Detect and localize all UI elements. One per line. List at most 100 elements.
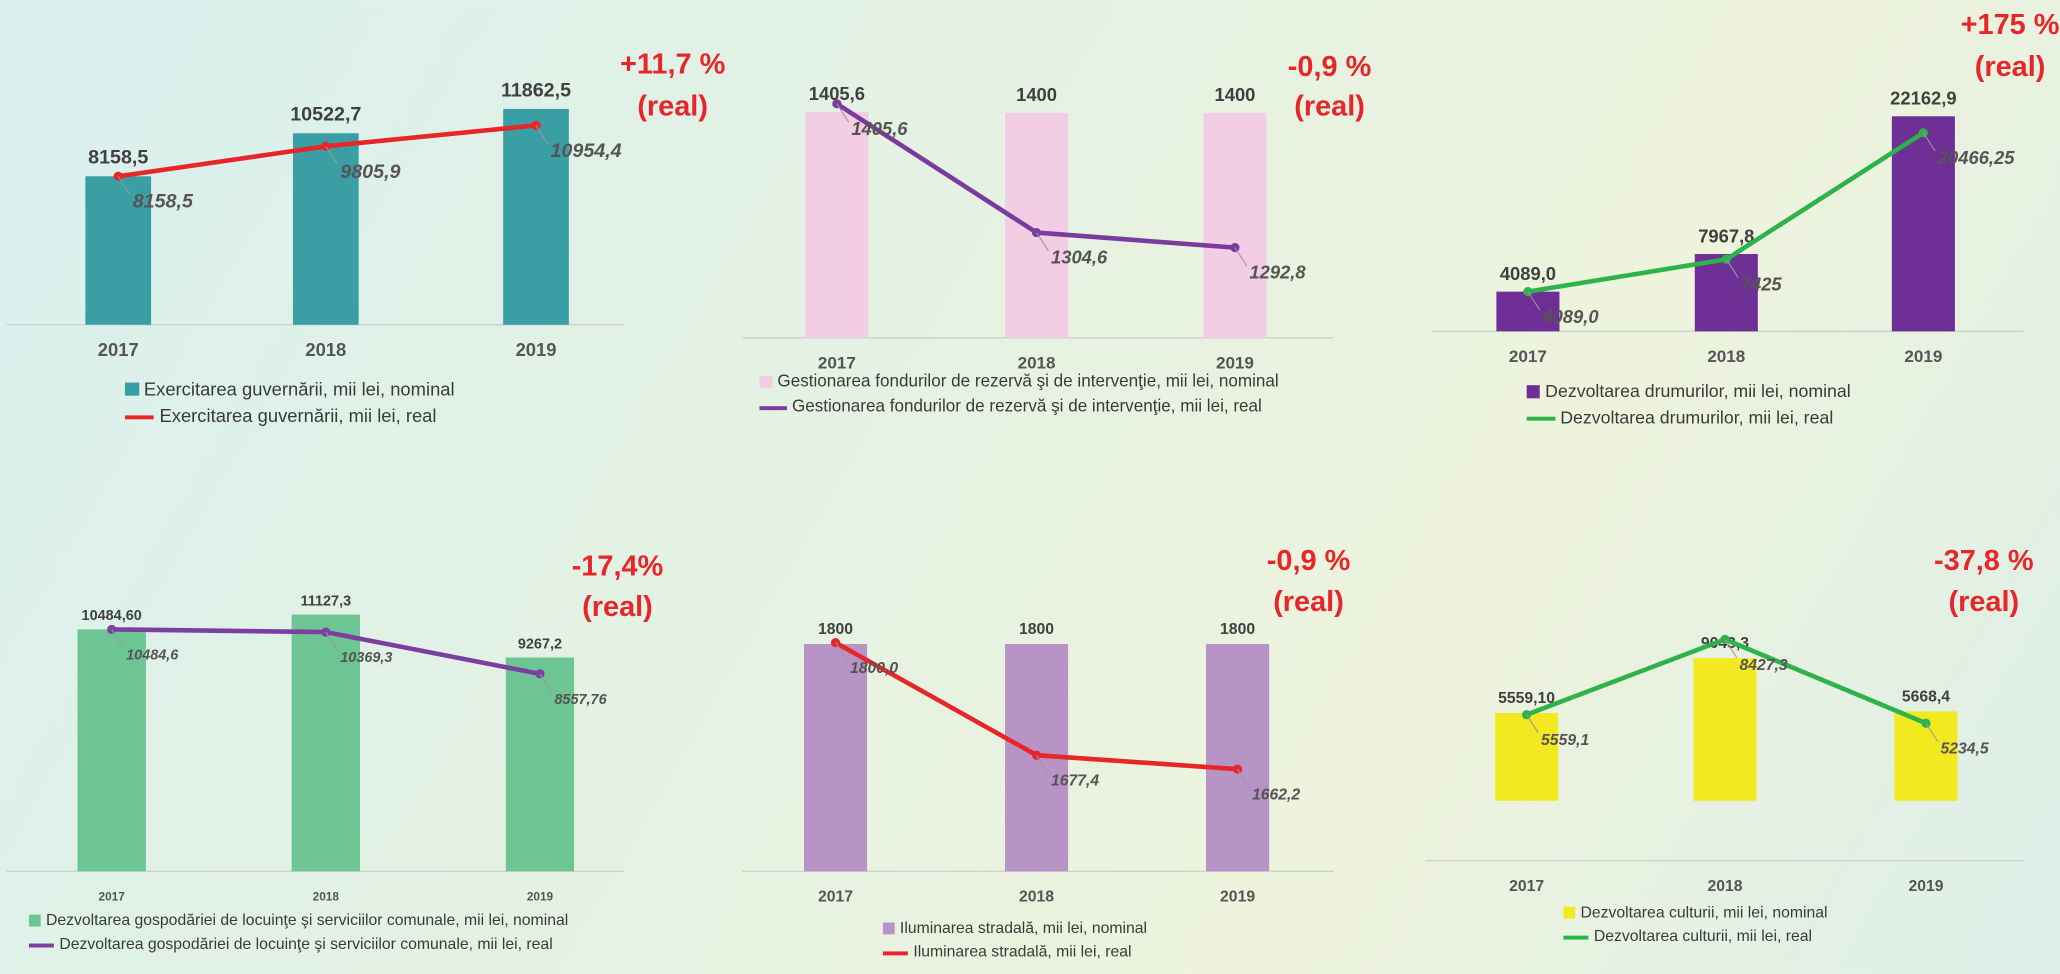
legend: Dezvoltarea culturii, mii lei, nominal De… — [1563, 904, 1828, 945]
x-tick-label: 2019 — [1216, 354, 1254, 373]
leader-line — [1925, 722, 1939, 742]
legend-label: Dezvoltarea culturii, mii lei, real — [1593, 926, 1813, 945]
legend-item: Dezvoltarea drumurilor, mii lei, real — [1526, 406, 2053, 427]
annotation: (real) — [1975, 51, 2046, 83]
legend: Gestionarea fondurilor de rezervă şi de … — [759, 372, 1324, 417]
bar — [1694, 254, 1758, 332]
line-value-label: 10954,4 — [550, 140, 621, 162]
legend: Exercitarea guvernării, mii lei, nominal… — [124, 378, 651, 427]
line-value-label: 1800,0 — [850, 660, 898, 677]
bar-value-label: 7967,8 — [1698, 225, 1754, 246]
x-tick-label: 2017 — [1509, 347, 1547, 366]
line-value-label: 1677,4 — [1051, 773, 1099, 790]
leader-line — [836, 103, 850, 123]
x-tick-label: 2019 — [1908, 878, 1943, 895]
bar-value-label: 11127,3 — [301, 593, 352, 609]
x-tick-label: 2019 — [1904, 347, 1942, 366]
bar-value-label: 10522,7 — [290, 104, 361, 126]
bar — [1206, 643, 1270, 872]
leader-line — [539, 673, 553, 693]
line-marker — [321, 627, 331, 637]
legend-swatch — [28, 915, 41, 927]
legend-swatch — [882, 923, 895, 935]
line-value-label: 9805,9 — [340, 161, 400, 183]
legend-label: Dezvoltarea gospodăriei de locuinţe şi s… — [59, 934, 553, 953]
legend: Dezvoltarea gospodăriei de locuinţe şi s… — [28, 912, 686, 953]
legend-item: Exercitarea guvernării, mii lei, real — [124, 405, 651, 427]
legend-swatch — [1526, 384, 1540, 399]
bar-value-label: 5668,4 — [1902, 688, 1950, 705]
annotation: -37,8 % — [1934, 545, 2034, 577]
legend-label: Dezvoltarea drumurilor, mii lei, real — [1560, 406, 1834, 427]
annotation: (real) — [1273, 586, 1344, 618]
legend-label: Gestionarea fondurilor de rezervă şi de … — [777, 372, 1279, 391]
line-value-label: 5559,1 — [1541, 732, 1589, 749]
line-value-label: 1304,6 — [1051, 247, 1108, 268]
bar-value-label: 4089,0 — [1500, 263, 1556, 284]
x-tick-label: 2017 — [818, 889, 853, 906]
leader-line — [535, 125, 549, 145]
legend-label: Exercitarea guvernării, mii lei, nominal — [143, 378, 455, 400]
legend-label: Exercitarea guvernării, mii lei, real — [159, 405, 437, 427]
legend-label: Dezvoltarea drumurilor, mii lei, nominal — [1545, 381, 1851, 401]
legend-item: Dezvoltarea gospodăriei de locuinţe şi s… — [28, 934, 686, 953]
x-tick-label: 2018 — [1018, 354, 1056, 373]
annotation: (real) — [637, 91, 708, 123]
bar — [291, 614, 360, 872]
annotation: +175 % — [1961, 9, 2060, 41]
legend-swatch — [124, 415, 155, 420]
leader-line — [1724, 639, 1738, 659]
bar-value-label: 1400 — [1215, 84, 1256, 105]
legend-item: Dezvoltarea drumurilor, mii lei, nominal — [1526, 381, 2053, 401]
bar — [1693, 658, 1757, 801]
line-value-label: 5234,5 — [1940, 741, 1988, 758]
bar-value-label: 1800 — [1019, 621, 1054, 638]
annotation: (real) — [582, 591, 653, 623]
bar — [505, 657, 575, 872]
legend-swatch — [124, 382, 139, 397]
x-tick-label: 2019 — [1220, 889, 1255, 906]
leader-line — [325, 631, 339, 651]
legend-box: Gestionarea fondurilor de rezervă şi de … — [759, 372, 1324, 417]
annotation: (real) — [1948, 586, 2019, 618]
x-tick-label: 2018 — [305, 339, 346, 360]
legend-swatch — [759, 406, 787, 411]
leader-line — [111, 629, 124, 649]
x-tick-label: 2019 — [527, 890, 554, 904]
leader-line — [835, 642, 848, 662]
bar — [1891, 116, 1955, 332]
legend: Iluminarea stradală, mii lei, nominal Ilu… — [882, 919, 1148, 961]
line-marker — [531, 120, 541, 130]
line-value-label: 20466,25 — [1937, 147, 2015, 168]
bar-value-label: 5559,10 — [1498, 690, 1555, 707]
line-value-label: 10369,3 — [340, 650, 392, 666]
legend-item: Dezvoltarea gospodăriei de locuinţe şi s… — [28, 912, 686, 930]
leader-line — [117, 175, 131, 195]
bar-value-label: 1800 — [818, 621, 853, 638]
bar-value-label: 1405,6 — [809, 83, 865, 104]
leader-line — [1922, 132, 1936, 152]
bar — [805, 111, 869, 338]
line-marker — [321, 141, 331, 151]
bar — [1496, 291, 1560, 332]
line-value-label: 10484,6 — [126, 648, 179, 664]
line-value-label: 1405,6 — [851, 118, 908, 139]
bar-value-label: 11862,5 — [501, 79, 571, 101]
legend-swatch — [1526, 416, 1555, 421]
bar — [292, 133, 359, 325]
legend-item: Exercitarea guvernării, mii lei, nominal — [124, 378, 651, 400]
legend-label: Iluminarea stradală, mii lei, real — [913, 941, 1132, 961]
line-value-label: 1292,8 — [1249, 262, 1306, 283]
legend-label: Iluminarea stradală, mii lei, nominal — [899, 919, 1148, 937]
annotation: -0,9 % — [1288, 51, 1372, 83]
leader-line — [1526, 714, 1539, 734]
bar — [804, 643, 868, 872]
legend-item: Gestionarea fondurilor de rezervă şi de … — [759, 372, 1324, 392]
bar — [1495, 713, 1559, 801]
annotation: -0,9 % — [1267, 545, 1350, 577]
legend-box: Exercitarea guvernării, mii lei, nominal… — [124, 378, 651, 427]
leader-line — [325, 146, 339, 165]
bar — [1203, 112, 1267, 338]
legend-item: Gestionarea fondurilor de rezervă şi de … — [759, 396, 1324, 417]
